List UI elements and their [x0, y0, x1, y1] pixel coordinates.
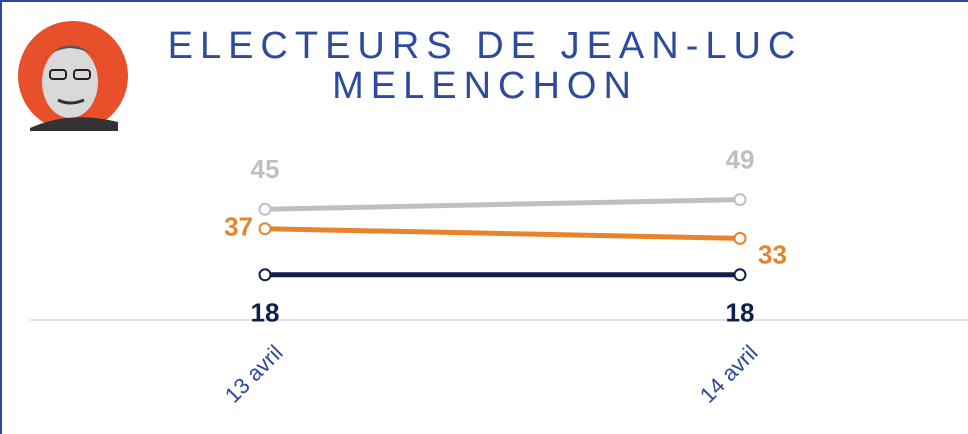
series-line: [264, 226, 741, 241]
data-label: 18: [251, 298, 280, 328]
chart-title: ELECTEURS DE JEAN-LUC MELENCHON: [167, 25, 803, 107]
point: [733, 193, 747, 207]
point: [258, 202, 272, 216]
data-label: 49: [726, 144, 755, 174]
x-tick-label: 14 avril: [695, 340, 763, 408]
data-label: 18: [726, 298, 755, 328]
point: [258, 268, 272, 282]
series-line: [264, 197, 741, 212]
point: [258, 222, 272, 236]
point: [733, 231, 747, 245]
x-tick-label: 13 avril: [220, 340, 288, 408]
point: [733, 268, 747, 282]
data-label: 33: [758, 239, 787, 269]
data-label: 37: [224, 212, 253, 242]
data-label: 45: [251, 154, 280, 184]
avatar: [18, 21, 128, 131]
